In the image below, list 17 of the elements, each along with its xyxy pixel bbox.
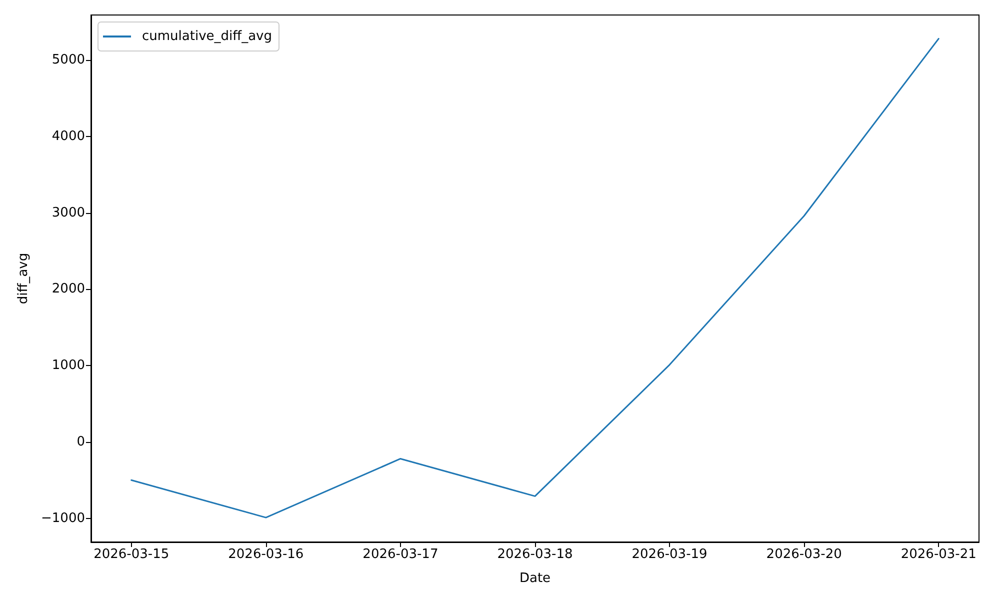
y-tick-label: −1000 bbox=[41, 510, 85, 526]
y-tick-label: 5000 bbox=[52, 52, 85, 68]
legend-label: cumulative_diff_avg bbox=[142, 29, 272, 44]
x-axis-title: Date bbox=[519, 571, 551, 586]
x-tick-label: 2026-03-17 bbox=[362, 547, 438, 562]
x-tick-label: 2026-03-16 bbox=[228, 547, 304, 562]
y-tick-label: 0 bbox=[76, 434, 85, 450]
x-tick-label: 2026-03-20 bbox=[766, 547, 842, 562]
x-tick-label: 2026-03-15 bbox=[94, 547, 170, 562]
x-tick-label: 2026-03-21 bbox=[900, 547, 976, 562]
y-tick-label: 3000 bbox=[52, 205, 85, 220]
y-axis-title: diff_avg bbox=[16, 252, 32, 304]
y-tick-label: 2000 bbox=[52, 282, 85, 297]
x-tick-label: 2026-03-19 bbox=[632, 547, 708, 562]
y-tick-label: 4000 bbox=[52, 128, 85, 144]
y-tick-label: 1000 bbox=[52, 358, 85, 374]
x-tick-label: 2026-03-18 bbox=[497, 547, 573, 562]
